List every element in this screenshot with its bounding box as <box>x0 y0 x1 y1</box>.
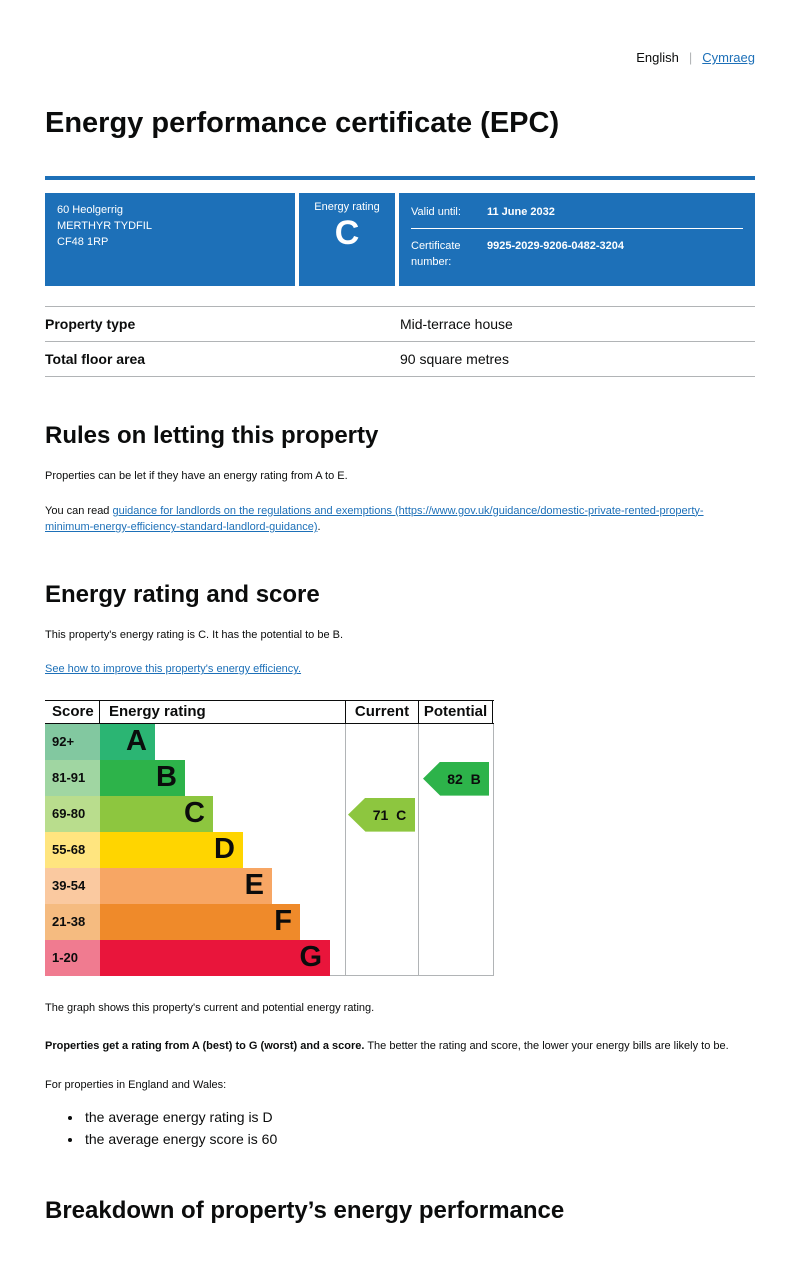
address-line-1: 60 Heolgerrig <box>57 204 124 216</box>
letting-rules-heading: Rules on letting this property <box>45 422 379 450</box>
chart-column-score: Score <box>45 700 100 723</box>
energy-rating-value: C <box>334 214 360 252</box>
letting-rules-paragraph: Properties can be let if they have an en… <box>45 470 348 483</box>
band-letter: C <box>100 795 213 832</box>
rating-band-c: 69-80 C <box>45 795 494 832</box>
energy-rating-paragraph: This property's energy rating is C. It h… <box>45 628 344 641</box>
improve-efficiency-link[interactable]: See how to improve this property's energ… <box>45 663 302 676</box>
energy-rating-heading: Energy rating and score <box>45 580 320 608</box>
property-type-value: Mid-terrace house <box>400 316 513 333</box>
list-item: the average energy score is 60 <box>83 1129 755 1151</box>
current-rating-value: 71 C <box>372 806 407 823</box>
floor-area-value: 90 square metres <box>400 351 509 368</box>
chart-header: Score Energy rating Current Potential <box>45 700 494 724</box>
average-intro: For properties in England and Wales: <box>45 1078 227 1091</box>
certificate-number-row: Certificate number: 9925-2029-9206-0482-… <box>411 235 743 278</box>
band-letter: D <box>100 831 243 868</box>
band-letter: E <box>100 867 272 904</box>
band-score-range: 92+ <box>45 723 100 760</box>
rating-band-g: 1-20 G <box>45 939 494 976</box>
certificate-details-box: Valid until: 11 June 2032 Certificate nu… <box>399 193 755 287</box>
language-current: English <box>636 50 679 65</box>
rating-explanation: Properties get a rating from A (best) to… <box>45 1038 745 1055</box>
chart-column-rating: Energy rating <box>109 702 206 720</box>
page-title: Energy performance certificate (EPC) <box>45 107 560 139</box>
graph-caption: The graph shows this property's current … <box>45 1001 375 1014</box>
language-separator: | <box>688 50 693 65</box>
valid-until-row: Valid until: 11 June 2032 <box>411 201 743 230</box>
band-letter: F <box>100 903 300 940</box>
certificate-number-value: 9925-2029-9206-0482-3204 <box>487 240 625 253</box>
rating-band-d: 55-68 D <box>45 831 494 868</box>
guidance-text-prefix: You can read <box>45 504 113 517</box>
chart-column-current: Current <box>345 700 418 723</box>
guidance-text-suffix: . <box>317 521 321 534</box>
table-row: Property type Mid-terrace house <box>45 306 755 341</box>
chart-gridline <box>418 723 419 976</box>
energy-rating-box: Energy rating C <box>299 193 395 287</box>
address-line-3: CF48 1RP <box>57 235 109 248</box>
band-letter: A <box>100 723 155 760</box>
chart-bands: 92+ A 81-91 B 69-80 C 55-68 D 39-54 E 21-38 F 1-20 G <box>45 723 494 976</box>
rating-band-e: 39-54 E <box>45 867 494 904</box>
band-score-range: 21-38 <box>45 903 100 940</box>
energy-rating-label: Energy rating <box>314 201 380 213</box>
breakdown-heading: Breakdown of property’s energy performan… <box>45 1196 565 1224</box>
band-letter: B <box>100 759 185 796</box>
band-score-range: 55-68 <box>45 831 100 868</box>
property-summary-table: Property type Mid-terrace house Total fl… <box>45 306 755 378</box>
rating-band-f: 21-38 F <box>45 903 494 940</box>
band-score-range: 1-20 <box>45 939 100 976</box>
list-item: the average energy rating is D <box>83 1107 755 1129</box>
chart-column-potential: Potential <box>418 700 493 723</box>
rating-band-a: 92+ A <box>45 723 494 760</box>
property-type-label: Property type <box>45 316 136 333</box>
chart-gridline <box>345 723 346 976</box>
valid-until-label: Valid until: <box>411 206 461 218</box>
valid-until-value: 11 June 2032 <box>487 206 555 218</box>
section-divider-rule <box>45 176 755 180</box>
chart-gridline <box>493 723 494 976</box>
rating-band-b: 81-91 B <box>45 759 494 796</box>
band-letter: G <box>100 939 330 976</box>
property-address: 60 Heolgerrig MERTHYR TYDFIL CF48 1RP <box>45 193 295 287</box>
certificate-number-label: Certificate number: <box>411 240 461 268</box>
language-switcher: English | Cymraeg <box>45 0 755 65</box>
landlord-guidance-paragraph: You can read guidance for landlords on t… <box>45 503 745 536</box>
floor-area-label: Total floor area <box>45 351 146 368</box>
potential-rating-value: 82 B <box>447 770 481 787</box>
rating-explanation-rest: The better the rating and score, the low… <box>364 1040 729 1053</box>
band-score-range: 69-80 <box>45 795 100 832</box>
band-score-range: 39-54 <box>45 867 100 904</box>
address-line-2: MERTHYR TYDFIL <box>57 219 152 232</box>
landlord-guidance-link[interactable]: guidance for landlords on the regulation… <box>45 504 704 534</box>
average-stats-list: the average energy rating is D the avera… <box>83 1107 755 1150</box>
table-row: Total floor area 90 square metres <box>45 341 755 378</box>
epc-summary-banner: 60 Heolgerrig MERTHYR TYDFIL CF48 1RP En… <box>45 193 755 287</box>
band-score-range: 81-91 <box>45 759 100 796</box>
epc-rating-chart: Score Energy rating Current Potential 92… <box>45 699 494 976</box>
language-link-cymraeg[interactable]: Cymraeg <box>702 50 755 65</box>
rating-explanation-lead: Properties get a rating from A (best) to… <box>45 1040 365 1053</box>
